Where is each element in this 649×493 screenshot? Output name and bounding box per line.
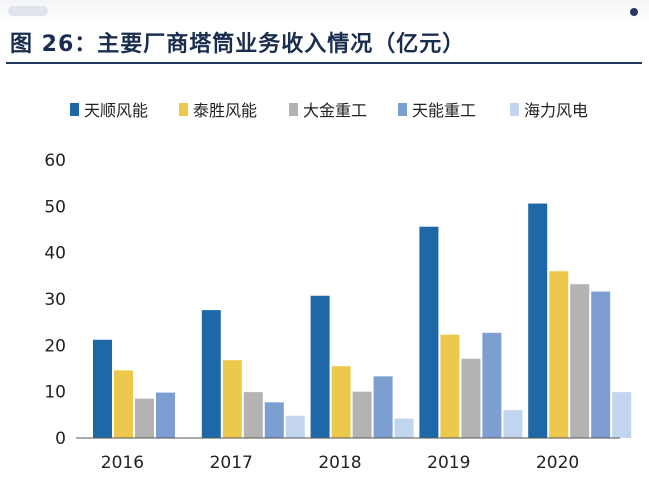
figure-title: 图 26：主要厂商塔筒业务收入情况（亿元） [10, 32, 466, 57]
bar-2018-series-5 [394, 418, 414, 438]
bar-2019-series-5 [503, 410, 523, 438]
y-tick-label: 0 [55, 429, 66, 449]
bar-2017-series-4 [264, 402, 284, 438]
legend-label-4: 天能重工 [412, 101, 476, 120]
legend-label-2: 泰胜风能 [193, 101, 257, 120]
bar-2020-series-4 [591, 291, 611, 438]
title-divider [6, 62, 642, 64]
bar-2020-series-1 [528, 203, 548, 438]
y-tick-label: 30 [44, 290, 66, 310]
bar-2016-series-2 [114, 370, 133, 438]
bar-2020-series-3 [570, 284, 590, 438]
legend-swatch-1 [70, 103, 79, 116]
bar-2016-series-3 [135, 398, 154, 438]
y-tick-label: 40 [44, 244, 66, 264]
legend-label-1: 天顺风能 [84, 101, 148, 120]
bar-2019-series-2 [440, 334, 460, 438]
legend-swatch-2 [179, 103, 188, 116]
y-tick-label: 50 [44, 197, 66, 217]
bar-2019-series-3 [461, 358, 481, 438]
x-tick-label: 2016 [101, 453, 144, 473]
legend-swatch-3 [289, 103, 298, 116]
legend-label-5: 海力风电 [524, 101, 588, 120]
bar-2016-series-1 [93, 339, 112, 438]
header-logo-blob [8, 6, 48, 16]
y-tick-label: 20 [44, 336, 66, 356]
x-tick-label: 2020 [536, 453, 579, 473]
bar-2019-series-4 [482, 332, 502, 438]
header-dot-icon [630, 8, 638, 16]
y-axis: 0 10 20 30 40 50 60 [44, 151, 66, 449]
bars-group [93, 203, 632, 438]
bar-2017-series-5 [285, 415, 305, 438]
bar-2018-series-4 [373, 376, 393, 438]
bar-2018-series-2 [331, 366, 351, 438]
bar-2018-series-3 [352, 391, 372, 438]
x-tick-label: 2017 [210, 453, 253, 473]
legend-label-3: 大金重工 [303, 101, 367, 120]
y-tick-label: 60 [44, 151, 66, 171]
bar-2017-series-3 [243, 392, 263, 438]
legend-swatch-5 [510, 103, 519, 116]
header-strip [0, 0, 649, 22]
bar-2016-series-4 [156, 392, 175, 438]
x-tick-label: 2019 [427, 453, 470, 473]
y-tick-label: 10 [44, 383, 66, 403]
bar-2020-series-2 [549, 271, 569, 438]
chart-legend: 天顺风能 泰胜风能 大金重工 天能重工 海力风电 [70, 101, 588, 120]
x-tick-label: 2018 [318, 453, 361, 473]
x-axis: 2016 2017 2018 2019 2020 [76, 437, 620, 473]
bar-2017-series-1 [201, 310, 221, 438]
bar-2018-series-1 [310, 295, 330, 438]
legend-swatch-4 [398, 103, 407, 116]
bar-2017-series-2 [222, 360, 242, 438]
bar-2020-series-5 [612, 392, 632, 438]
bar-2019-series-1 [419, 226, 439, 438]
